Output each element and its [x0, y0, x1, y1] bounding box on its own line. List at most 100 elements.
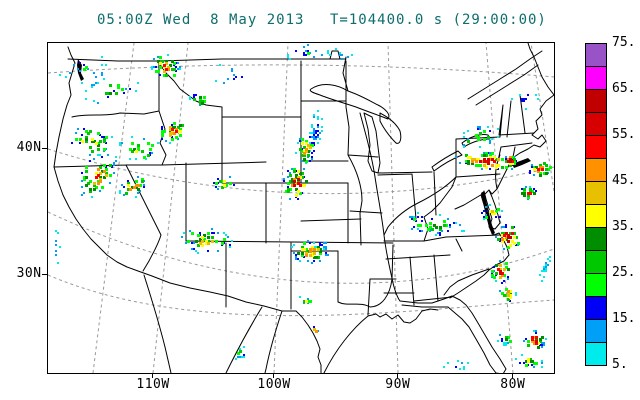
radar-echo-pixel	[311, 254, 314, 257]
florida-outline	[399, 295, 507, 373]
radar-echo-pixel	[317, 142, 319, 144]
radar-echo-pixel	[151, 66, 153, 68]
radar-echo-pixel	[289, 174, 292, 177]
radar-echo-pixel	[489, 154, 492, 157]
radar-echo-pixel	[523, 98, 525, 100]
radar-echo-pixel	[539, 340, 542, 343]
radar-echo-pixel	[137, 184, 140, 187]
radar-echo-pixel	[215, 186, 217, 188]
radar-echo-pixel	[539, 274, 541, 276]
radar-echo-pixel	[157, 60, 160, 63]
y-tick-mark	[42, 274, 47, 275]
radar-echo-pixel	[295, 176, 298, 179]
radar-echo-pixel	[295, 152, 297, 154]
radar-echo-pixel	[97, 180, 100, 183]
radar-echo-pixel	[483, 152, 485, 154]
radar-echo-pixel	[227, 236, 229, 238]
radar-echo-pixel	[489, 130, 491, 132]
radar-echo-pixel	[91, 86, 93, 88]
radar-echo-pixel	[527, 344, 530, 347]
lake-huron	[379, 112, 402, 144]
radar-echo-pixel	[507, 268, 510, 271]
conus-map	[48, 43, 554, 373]
radar-echo-pixel	[351, 54, 353, 56]
radar-echo-pixel	[117, 86, 120, 89]
radar-echo-pixel	[169, 134, 172, 137]
parallel-30n	[48, 274, 554, 317]
colorbar-label: 15.	[612, 311, 636, 326]
radar-echo-pixel	[483, 218, 485, 220]
radar-echo-pixel	[307, 52, 310, 55]
radar-echo-pixel	[107, 92, 110, 95]
radar-echo-pixel	[147, 142, 150, 145]
radar-echo-pixel	[509, 162, 512, 165]
radar-echo-pixel	[341, 54, 343, 56]
radar-echo-pixel	[481, 160, 484, 163]
colorbar-cell-50dbz	[585, 135, 607, 159]
radar-echo-pixel	[531, 190, 534, 193]
radar-echo-pixel	[125, 192, 128, 195]
radar-echo-pixel	[537, 170, 540, 173]
radar-echo-pixel	[99, 166, 102, 169]
radar-echo-pixel	[311, 124, 313, 126]
radar-echo-pixel	[241, 76, 243, 78]
radar-echo-pixel	[327, 52, 329, 54]
radar-echo-pixel	[347, 56, 349, 58]
radar-echo-pixel	[503, 234, 506, 237]
radar-echo-pixel	[475, 134, 478, 137]
radar-echo-pixel	[285, 190, 288, 193]
radar-echo-pixel	[81, 82, 83, 84]
radar-echo-pixel	[489, 142, 491, 144]
radar-echo-pixel	[295, 50, 297, 52]
radar-echo-pixel	[167, 68, 170, 71]
radar-echo-pixel	[197, 244, 200, 247]
radar-echo-pixel	[287, 186, 289, 188]
radar-echo-pixel	[491, 164, 494, 167]
radar-echo-pixel	[515, 358, 517, 360]
radar-echo-pixel	[199, 96, 202, 99]
radar-echo-pixel	[305, 148, 308, 151]
radar-echo-pixel	[187, 240, 190, 243]
radar-echo-pixel	[507, 292, 510, 295]
radar-echo-pixel	[307, 240, 309, 242]
radar-echo-pixel	[321, 126, 323, 128]
radar-echo-pixel	[533, 366, 535, 368]
radar-echo-pixel	[315, 330, 318, 333]
radar-echo-pixel	[93, 188, 96, 191]
radar-echo-pixel	[313, 326, 315, 328]
radar-echo-pixel	[297, 180, 300, 183]
radar-echo-pixel	[301, 160, 303, 162]
radar-echo-pixel	[165, 140, 167, 142]
radar-echo-pixel	[499, 264, 502, 267]
radar-echo-pixel	[449, 224, 451, 226]
radar-echo-pixel	[489, 156, 492, 159]
radar-echo-pixel	[495, 280, 497, 282]
radar-echo-pixel	[545, 262, 547, 264]
radar-echo-pixel	[513, 162, 516, 165]
state-and-coast-lines	[53, 43, 554, 373]
radar-echo-pixel	[169, 64, 172, 67]
radar-echo-pixel	[511, 160, 514, 163]
radar-echo-pixel	[81, 186, 83, 188]
radar-echo-pixel	[411, 216, 413, 218]
radar-echo-pixel	[523, 100, 525, 102]
radar-echo-pixel	[463, 366, 465, 368]
radar-echo-pixel	[179, 130, 182, 133]
radar-echo-pixel	[481, 168, 483, 170]
radar-echo-pixel	[509, 232, 512, 235]
radar-echo-pixel	[533, 330, 535, 332]
radar-echo-pixel	[527, 192, 530, 195]
radar-echo-pixel	[497, 340, 499, 342]
radar-echo-pixel	[119, 190, 121, 192]
radar-echo-pixel	[229, 176, 231, 178]
radar-echo-pixel	[199, 232, 201, 234]
radar-echo-pixel	[319, 244, 321, 246]
radar-echo-pixel	[309, 250, 312, 253]
radar-echo-pixel	[505, 232, 508, 235]
radar-echo-pixel	[317, 248, 320, 251]
radar-echo-pixel	[131, 136, 133, 138]
radar-echo-pixel	[513, 236, 516, 239]
radar-echo-pixel	[317, 124, 319, 126]
colorbar-label: 75.	[612, 35, 636, 50]
st-lawrence-river	[467, 50, 543, 106]
